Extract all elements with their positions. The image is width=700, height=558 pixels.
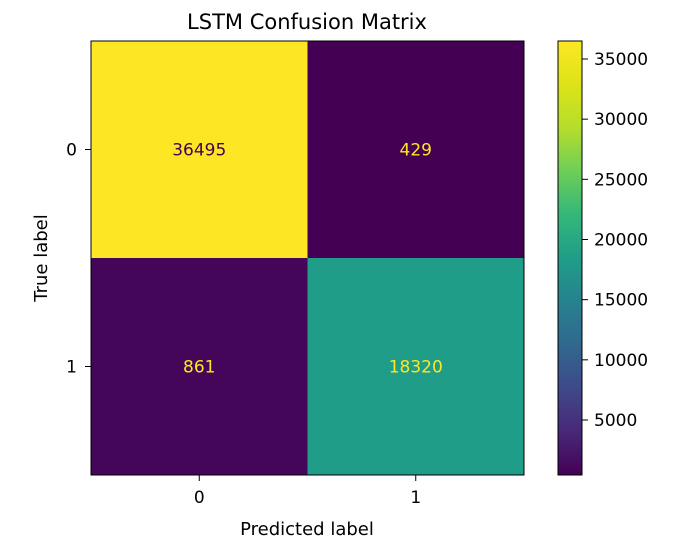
matrix-cell-0-1 bbox=[307, 41, 524, 258]
colorbar-tick-label: 15000 bbox=[594, 291, 648, 311]
cell-value-label-0-0: 36495 bbox=[172, 141, 226, 161]
chart-title: LSTM Confusion Matrix bbox=[187, 10, 427, 34]
colorbar-tick-label: 10000 bbox=[594, 351, 648, 371]
cell-value-label-1-0: 861 bbox=[183, 358, 215, 378]
y-tick-label: 1 bbox=[66, 358, 77, 378]
colorbar-tick-label: 35000 bbox=[594, 50, 648, 70]
cell-value-label-1-1: 18320 bbox=[389, 358, 443, 378]
y-axis-ticks: 01 bbox=[66, 141, 91, 378]
matrix-plot-area: 36495 429 861 18320 bbox=[91, 41, 524, 475]
y-tick-label: 0 bbox=[66, 141, 77, 161]
x-axis-label: Predicted label bbox=[240, 519, 374, 540]
matrix-cell-0-0 bbox=[91, 41, 308, 258]
colorbar-tick-label: 30000 bbox=[594, 110, 648, 130]
x-tick-label: 0 bbox=[194, 488, 205, 508]
matrix-cell-1-1 bbox=[307, 258, 524, 475]
cell-value-label-0-1: 429 bbox=[400, 141, 432, 161]
colorbar bbox=[557, 40, 583, 476]
colorbar-ticks: 5000 10000 15000 20000 25000 30000 35000 bbox=[582, 50, 648, 431]
colorbar-tick-label: 5000 bbox=[594, 411, 637, 431]
colorbar-tick-label: 20000 bbox=[594, 230, 648, 250]
y-axis-label: True label bbox=[31, 214, 52, 303]
colorbar-tick-label: 25000 bbox=[594, 170, 648, 190]
matrix-cell-1-0 bbox=[91, 258, 308, 475]
matrix-frame bbox=[90, 40, 525, 476]
x-tick-label: 1 bbox=[410, 488, 421, 508]
